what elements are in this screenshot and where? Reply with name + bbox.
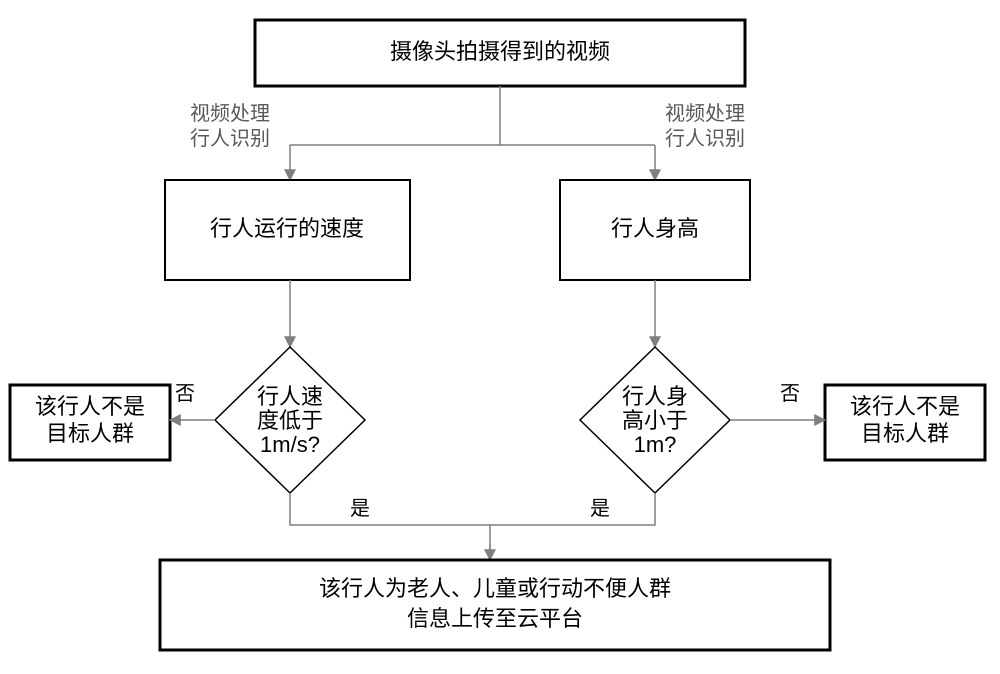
d-speed-l1: 行人速 — [257, 384, 323, 409]
label-vp1a: 视频处理 — [190, 102, 270, 125]
node-speed-text: 行人运行的速度 — [210, 216, 364, 241]
label-no2: 否 — [780, 383, 800, 405]
label-yes1: 是 — [350, 498, 370, 520]
left-no-l1: 该行人不是 — [35, 394, 145, 419]
node-top-text: 摄像头拍摄得到的视频 — [390, 39, 610, 64]
d-height-l2: 高小于 — [622, 408, 688, 433]
d-height-l1: 行人身 — [622, 384, 688, 409]
right-no-l2: 目标人群 — [861, 421, 949, 446]
label-vp1b: 行人识别 — [190, 127, 270, 150]
label-vp2b: 行人识别 — [665, 127, 745, 150]
left-no-l2: 目标人群 — [46, 421, 134, 446]
d-height-l3: 1m? — [634, 432, 677, 457]
edge-top-fork — [290, 86, 655, 180]
d-speed-l3: 1m/s? — [260, 432, 320, 457]
label-no1: 否 — [175, 383, 195, 405]
bottom-l2: 信息上传至云平台 — [407, 606, 583, 631]
bottom-l1: 该行人为老人、儿童或行动不便人群 — [319, 576, 671, 601]
d-speed-l2: 度低于 — [257, 408, 323, 433]
right-no-l1: 该行人不是 — [850, 394, 960, 419]
label-yes2: 是 — [590, 498, 610, 520]
node-height-text: 行人身高 — [611, 216, 699, 241]
label-vp2a: 视频处理 — [665, 102, 745, 125]
